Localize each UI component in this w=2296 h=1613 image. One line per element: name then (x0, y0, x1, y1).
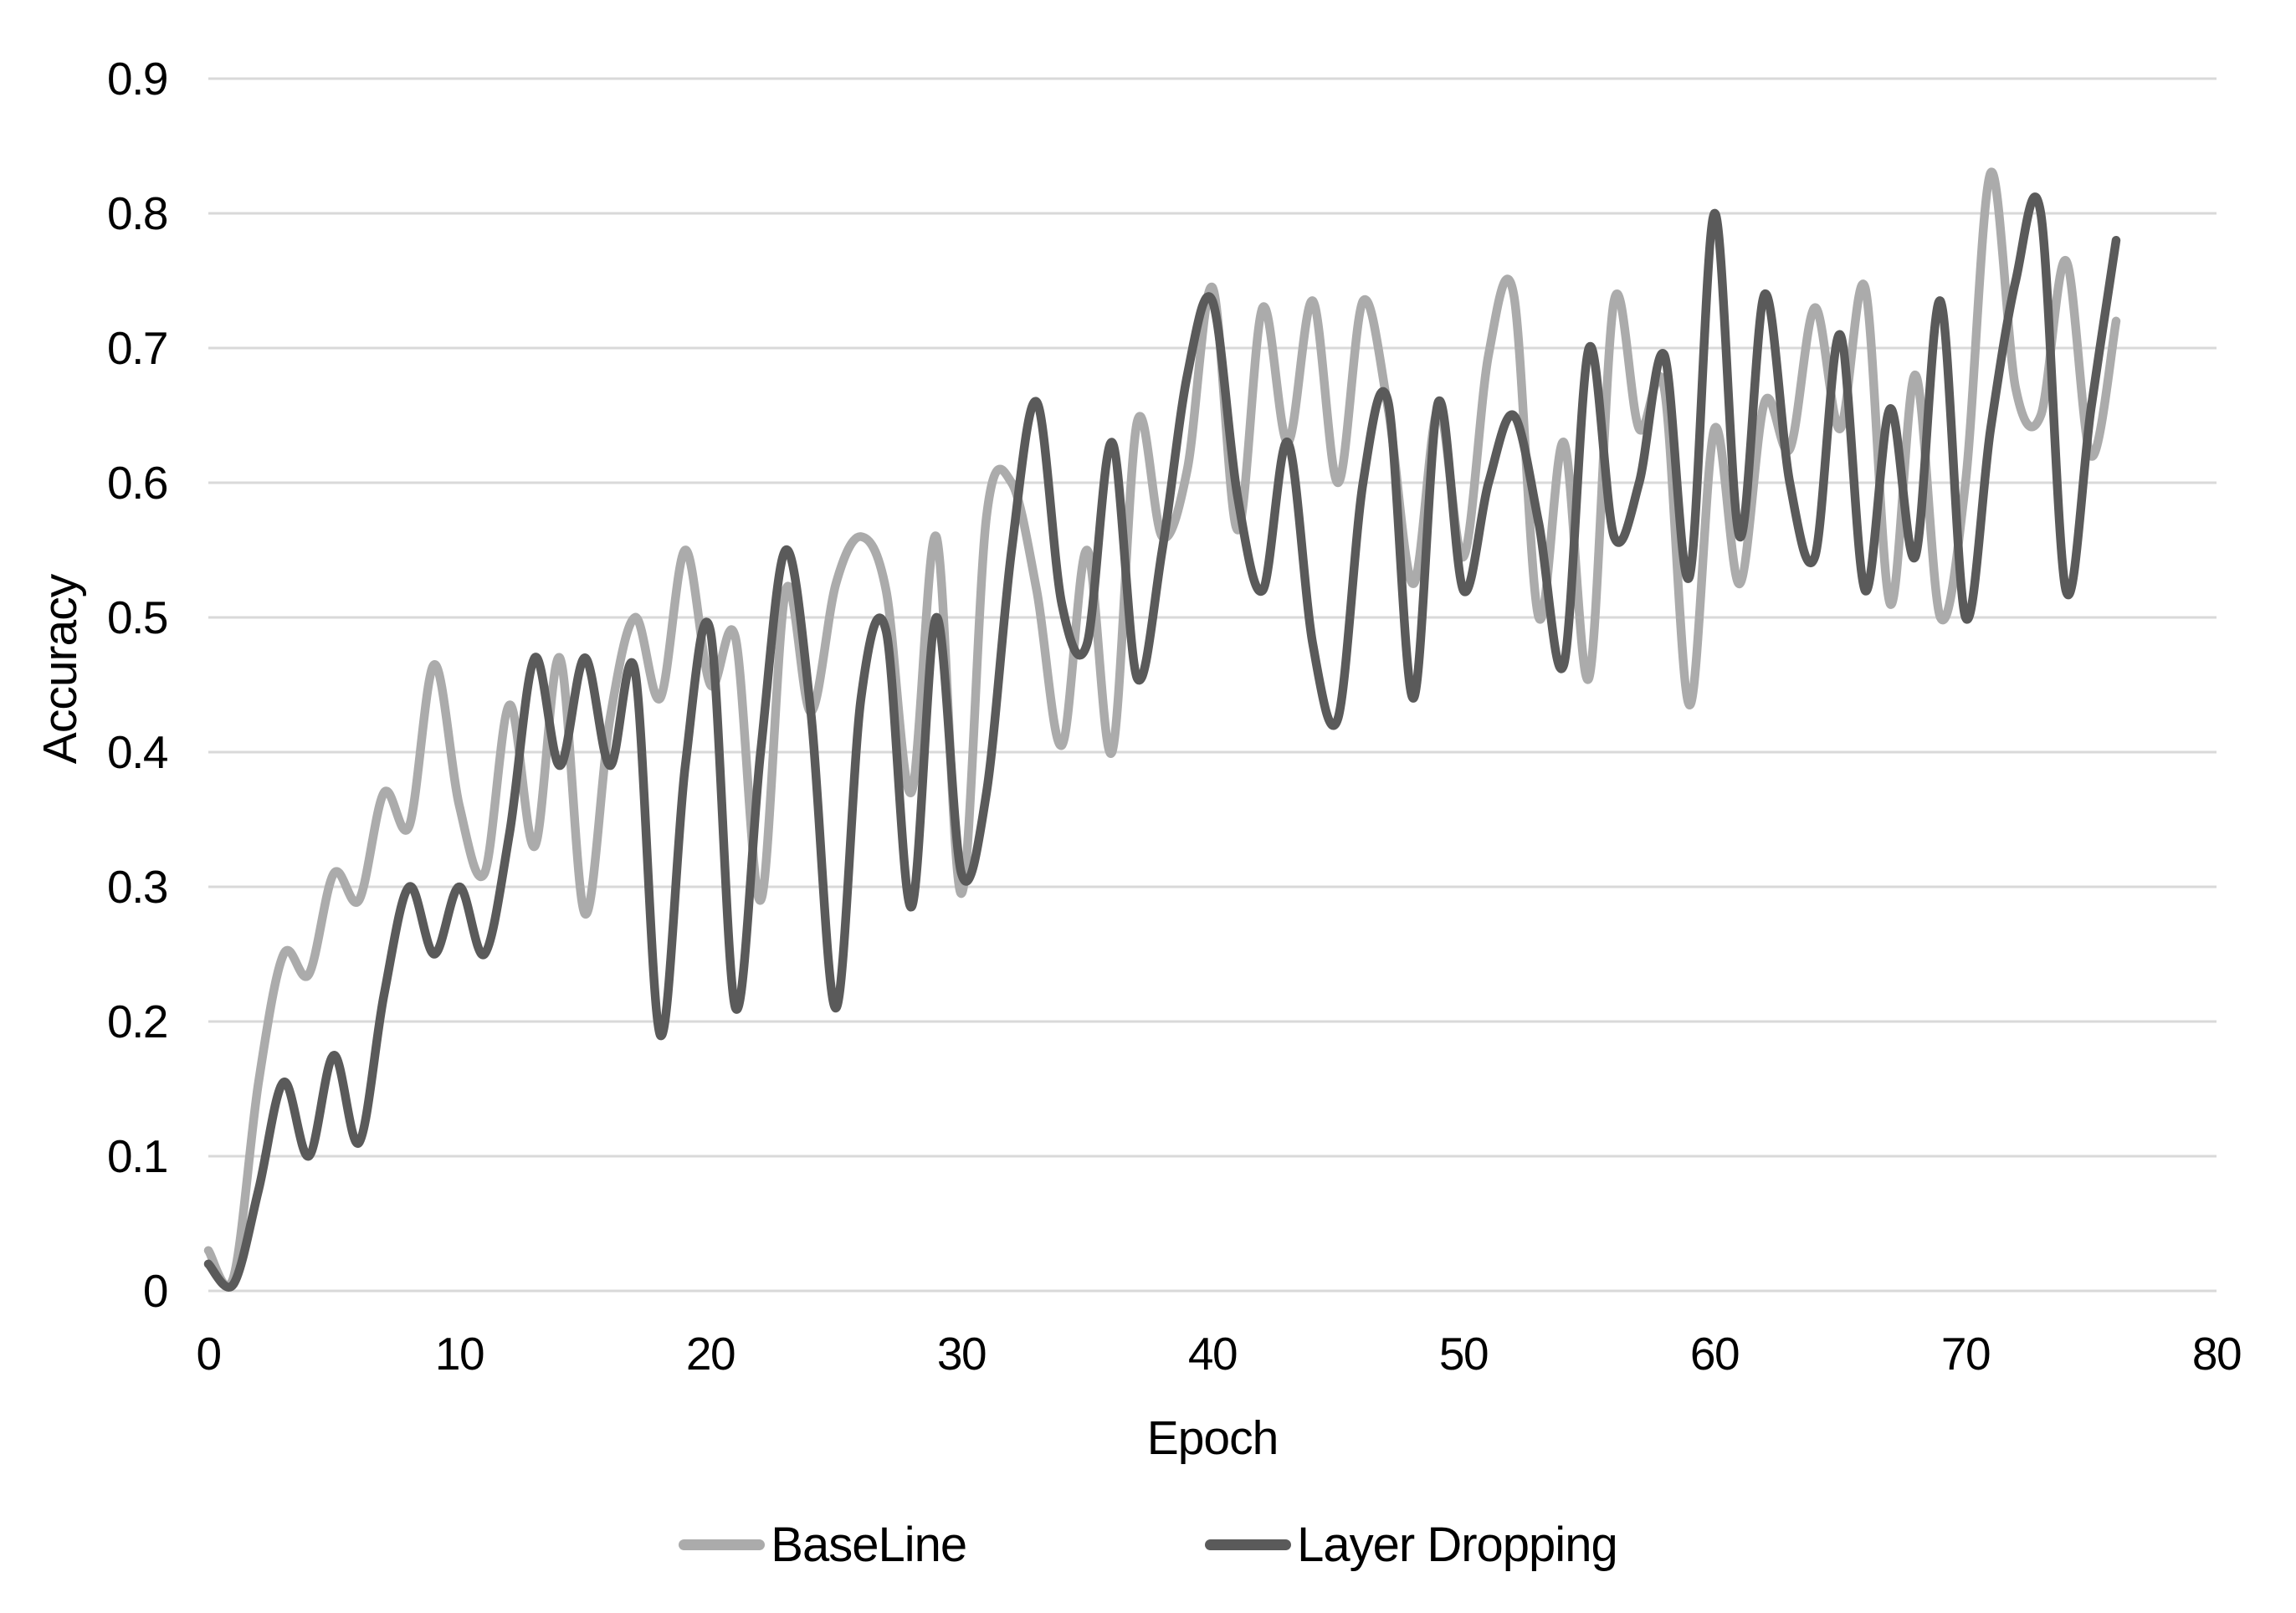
x-tick-label: 60 (1690, 1328, 1739, 1380)
y-tick-label: 0.5 (107, 591, 167, 643)
y-tick-label: 0.9 (107, 53, 167, 105)
x-tick-label: 40 (1188, 1328, 1237, 1380)
y-tick-label: 0.8 (107, 187, 167, 239)
baseline-line-swatch-icon (679, 1539, 766, 1550)
layer-dropping-line-swatch-icon (1205, 1539, 1292, 1550)
legend-label-baseline: BaseLine (771, 1518, 967, 1572)
y-axis-tick-labels: 0 0.1 0.2 0.3 0.4 0.5 0.6 0.7 0.8 0.9 (107, 53, 168, 1317)
y-tick-label: 0.1 (107, 1130, 167, 1182)
y-axis-title: Accuracy (33, 574, 87, 765)
x-tick-label: 10 (435, 1328, 484, 1380)
x-tick-label: 70 (1941, 1328, 1990, 1380)
legend-label-layer-dropping: Layer Dropping (1297, 1518, 1618, 1572)
layer-dropping-series-line (203, 192, 2121, 1292)
x-tick-label: 80 (2192, 1328, 2241, 1380)
x-tick-label: 0 (196, 1328, 220, 1380)
x-tick-label: 50 (1439, 1328, 1488, 1380)
y-tick-label: 0 (143, 1265, 167, 1317)
legend: BaseLine Layer Dropping (0, 1517, 2296, 1573)
x-tick-label: 20 (686, 1328, 735, 1380)
y-tick-label: 0.4 (107, 726, 167, 778)
baseline-series-line (203, 167, 2121, 1291)
legend-item-baseline: BaseLine (679, 1517, 967, 1573)
x-axis-title: Epoch (1146, 1411, 1279, 1465)
legend-item-layer-dropping: Layer Dropping (1205, 1517, 1618, 1573)
gridlines (208, 77, 2217, 1293)
y-tick-label: 0.6 (107, 457, 167, 509)
y-tick-label: 0.2 (107, 996, 167, 1047)
y-tick-label: 0.3 (107, 861, 167, 913)
x-tick-label: 30 (937, 1328, 986, 1380)
y-tick-label: 0.7 (107, 322, 167, 374)
x-axis-tick-labels: 0 10 20 30 40 50 60 70 80 (196, 1328, 2242, 1380)
